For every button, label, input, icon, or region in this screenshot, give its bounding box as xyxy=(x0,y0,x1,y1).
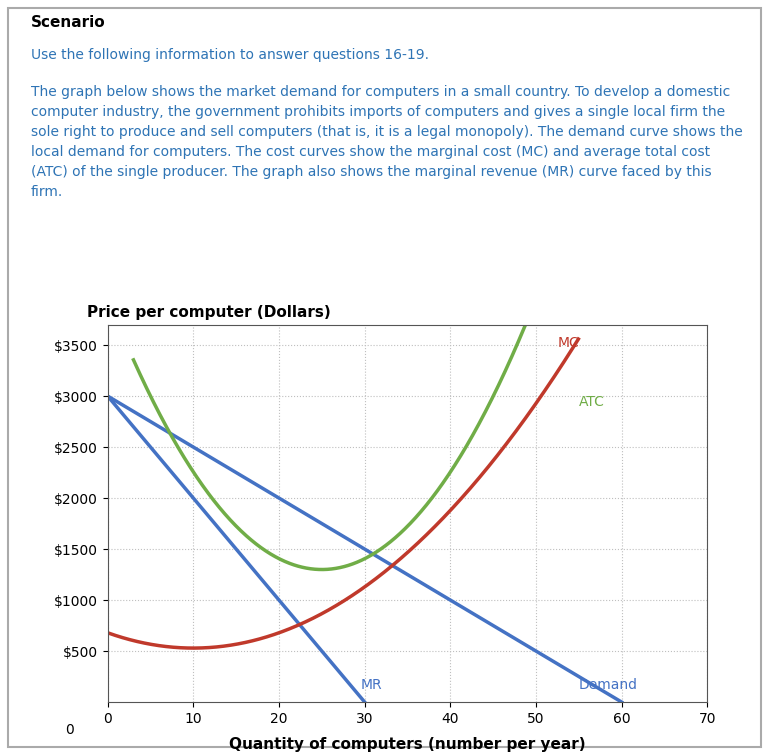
Text: Price per computer (Dollars): Price per computer (Dollars) xyxy=(88,305,331,320)
Text: ATC: ATC xyxy=(579,396,605,409)
X-axis label: Quantity of computers (number per year): Quantity of computers (number per year) xyxy=(229,737,586,752)
Text: MC: MC xyxy=(558,336,579,350)
Text: 0: 0 xyxy=(65,723,74,737)
Text: The graph below shows the market demand for computers in a small country. To dev: The graph below shows the market demand … xyxy=(31,85,743,199)
Text: MR: MR xyxy=(361,678,382,692)
Text: Demand: Demand xyxy=(579,678,638,692)
Text: Use the following information to answer questions 16-19.: Use the following information to answer … xyxy=(31,48,429,63)
Text: Scenario: Scenario xyxy=(31,15,105,30)
